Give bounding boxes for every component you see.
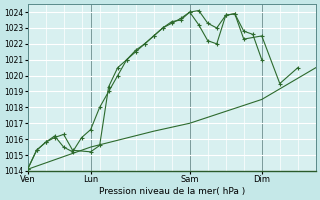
X-axis label: Pression niveau de la mer( hPa ): Pression niveau de la mer( hPa ) [99, 187, 245, 196]
